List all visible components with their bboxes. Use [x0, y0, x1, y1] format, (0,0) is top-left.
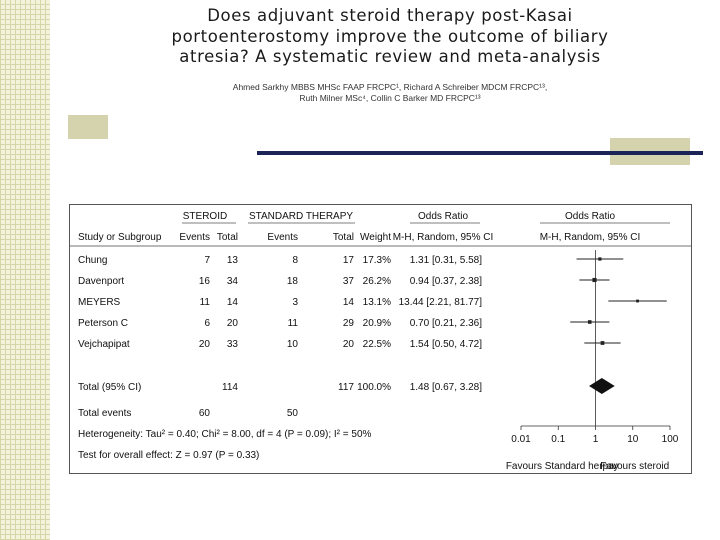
total-standard: 29	[343, 318, 355, 329]
total-standard: 117	[338, 382, 354, 393]
study-marker	[598, 257, 602, 261]
events-standard: 11	[288, 318, 299, 329]
total-steroid: 13	[227, 255, 239, 266]
weight: 17.3%	[363, 255, 391, 266]
author-list: Ahmed Sarkhy MBBS MHSc FAAP FRCPC¹, Rich…	[150, 82, 630, 104]
x-tick-label: 0.01	[511, 434, 531, 445]
total-steroid: 34	[227, 276, 239, 287]
title-line-3: atresia? A systematic review and meta-an…	[179, 47, 601, 66]
title-line-1: Does adjuvant steroid therapy post-Kasai	[207, 6, 573, 25]
col-header-study: Study or Subgroup	[78, 232, 162, 243]
study-name: Chung	[78, 255, 107, 266]
events-steroid: 11	[200, 297, 211, 308]
study-marker	[600, 341, 605, 345]
odds-ratio-ci: 0.70 [0.21, 2.36]	[410, 318, 483, 329]
x-tick-label: 1	[593, 434, 599, 445]
study-name: Vejchapipat	[78, 339, 130, 350]
weight: 22.5%	[363, 339, 391, 350]
events-label: Total events	[78, 408, 131, 419]
slide-title: Does adjuvant steroid therapy post-Kasai…	[110, 6, 670, 68]
events-standard: 3	[292, 297, 298, 308]
total-steroid: 33	[227, 339, 239, 350]
events-steroid: 6	[204, 318, 210, 329]
table-row: Peterson C 6 20 11 29 20.9% 0.70 [0.21, …	[78, 318, 482, 329]
total-odds-ratio-ci: 1.48 [0.67, 3.28]	[410, 382, 483, 393]
col-header-method-plot: M-H, Random, 95% CI	[540, 232, 641, 243]
events-standard: 10	[287, 339, 299, 350]
study-name: Peterson C	[78, 318, 128, 329]
col-header-weight: Weight	[360, 232, 391, 243]
author-line-1: Ahmed Sarkhy MBBS MHSc FAAP FRCPC¹, Rich…	[232, 82, 548, 92]
weight: 26.2%	[363, 276, 391, 287]
total-standard: 17	[343, 255, 355, 266]
col-header-method: M-H, Random, 95% CI	[393, 232, 494, 243]
events-standard: 8	[292, 255, 298, 266]
side-pattern	[0, 0, 50, 540]
col-header-total-steroid: Total	[217, 232, 238, 243]
total-standard: 14	[343, 297, 355, 308]
events-steroid: 16	[199, 276, 211, 287]
weight: 13.1%	[363, 297, 391, 308]
x-tick-label: 100	[662, 434, 679, 445]
decorative-rule	[257, 151, 703, 155]
study-marker	[636, 299, 639, 303]
events-standard: 18	[287, 276, 299, 287]
total-steroid: 20	[227, 318, 239, 329]
header-steroid: STEROID	[183, 211, 227, 222]
total-standard: 20	[343, 339, 355, 350]
weight: 20.9%	[363, 318, 391, 329]
forest-plot-frame: STEROID STANDARD THERAPY Odds Ratio Odds…	[69, 204, 692, 474]
events-standard-total: 50	[287, 408, 299, 419]
favours-left-label: Favours Standard herpay	[506, 461, 619, 472]
odds-ratio-ci: 1.31 [0.31, 5.58]	[410, 255, 483, 266]
odds-ratio-ci: 0.94 [0.37, 2.38]	[410, 276, 483, 287]
author-line-2: Ruth Milner MSc⁴, Collin C Barker MD FRC…	[299, 93, 481, 103]
events-steroid: 20	[199, 339, 211, 350]
total-standard: 37	[343, 276, 355, 287]
plot-marks	[570, 257, 667, 394]
total-steroid: 14	[227, 297, 239, 308]
study-marker	[587, 320, 592, 324]
table-row: MEYERS 11 14 3 14 13.1% 13.44 [2.21, 81.…	[78, 297, 482, 308]
table-row: Davenport 16 34 18 37 26.2% 0.94 [0.37, …	[78, 276, 482, 287]
decorative-box-left	[68, 115, 108, 139]
x-tick-label: 0.1	[551, 434, 565, 445]
forest-plot: STEROID STANDARD THERAPY Odds Ratio Odds…	[70, 211, 691, 472]
title-line-2: portoenterostomy improve the outcome of …	[171, 26, 609, 46]
odds-ratio-ci: 1.54 [0.50, 4.72]	[410, 339, 483, 350]
pooled-diamond	[589, 378, 615, 394]
x-tick-label: 10	[627, 434, 639, 445]
col-header-total-standard: Total	[333, 232, 354, 243]
study-name: Davenport	[78, 276, 124, 287]
header-standard-therapy: STANDARD THERAPY	[249, 211, 353, 222]
header-odds-ratio-plot: Odds Ratio	[565, 211, 615, 222]
x-axis-ticks: 0.01 0.1 1 10 100	[511, 426, 679, 445]
total-row: Total (95% CI) 114 117 100.0% 1.48 [0.67…	[78, 382, 482, 393]
table-row: Chung 7 13 8 17 17.3% 1.31 [0.31, 5.58]	[78, 255, 482, 266]
col-header-events-standard: Events	[267, 232, 298, 243]
events-row: Total events 60 50	[78, 408, 298, 419]
heterogeneity-text: Heterogeneity: Tau² = 0.40; Chi² = 8.00,…	[78, 429, 372, 440]
favours-right-label: Favours steroid	[600, 461, 669, 472]
overall-effect-text: Test for overall effect: Z = 0.97 (P = 0…	[78, 450, 259, 461]
total-steroid: 114	[222, 382, 238, 393]
events-steroid-total: 60	[199, 408, 211, 419]
col-header-events-steroid: Events	[179, 232, 210, 243]
study-marker	[592, 277, 597, 283]
odds-ratio-ci: 13.44 [2.21, 81.77]	[399, 297, 483, 308]
study-name: MEYERS	[78, 297, 121, 308]
total-weight: 100.0%	[357, 382, 391, 393]
total-label: Total (95% CI)	[78, 382, 141, 393]
header-odds-ratio: Odds Ratio	[418, 211, 468, 222]
events-steroid: 7	[204, 255, 210, 266]
table-row: Vejchapipat 20 33 10 20 22.5% 1.54 [0.50…	[78, 339, 482, 350]
